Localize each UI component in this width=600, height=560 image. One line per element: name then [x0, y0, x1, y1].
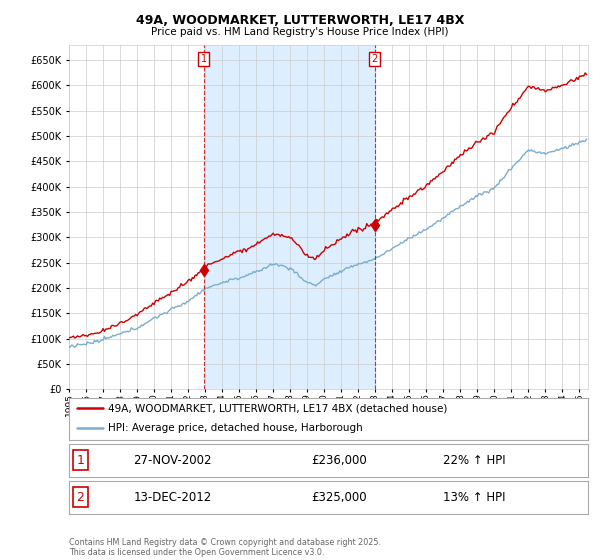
Text: £325,000: £325,000: [311, 491, 367, 504]
Text: 27-NOV-2002: 27-NOV-2002: [134, 454, 212, 467]
Text: 2: 2: [76, 491, 85, 504]
Text: Contains HM Land Registry data © Crown copyright and database right 2025.
This d: Contains HM Land Registry data © Crown c…: [69, 538, 381, 557]
Text: HPI: Average price, detached house, Harborough: HPI: Average price, detached house, Harb…: [108, 423, 362, 433]
Bar: [204, 45, 374, 389]
Text: 22% ↑ HPI: 22% ↑ HPI: [443, 454, 505, 467]
Text: £236,000: £236,000: [311, 454, 367, 467]
Text: Price paid vs. HM Land Registry's House Price Index (HPI): Price paid vs. HM Land Registry's House …: [151, 27, 449, 37]
Text: 2: 2: [371, 54, 378, 64]
Text: 13-DEC-2012: 13-DEC-2012: [134, 491, 212, 504]
Text: 1: 1: [201, 54, 207, 64]
Text: 49A, WOODMARKET, LUTTERWORTH, LE17 4BX: 49A, WOODMARKET, LUTTERWORTH, LE17 4BX: [136, 14, 464, 27]
Text: 49A, WOODMARKET, LUTTERWORTH, LE17 4BX (detached house): 49A, WOODMARKET, LUTTERWORTH, LE17 4BX (…: [108, 403, 448, 413]
Text: 13% ↑ HPI: 13% ↑ HPI: [443, 491, 505, 504]
Text: 1: 1: [76, 454, 85, 467]
